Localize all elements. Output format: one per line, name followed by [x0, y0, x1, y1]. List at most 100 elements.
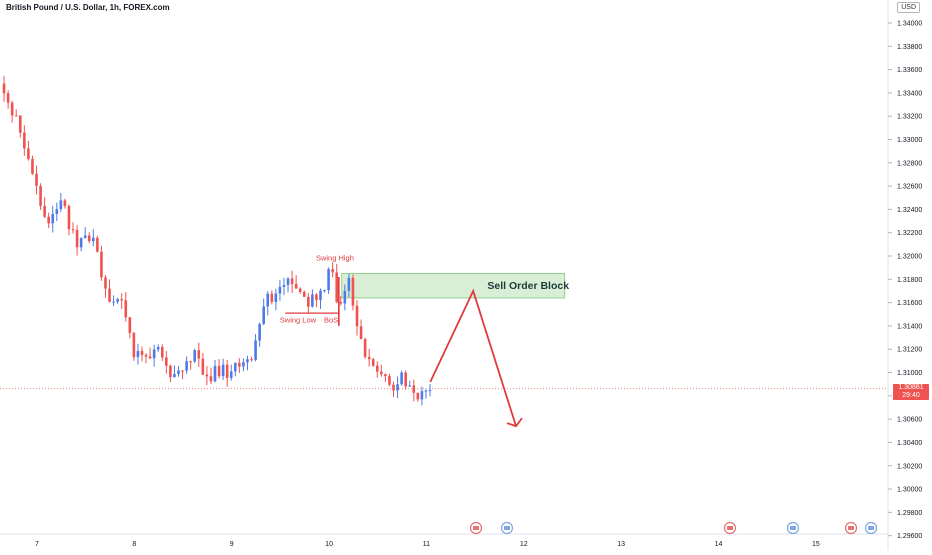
economic-events	[469, 521, 878, 535]
candle-body	[55, 209, 59, 214]
candle-body	[359, 326, 363, 340]
candle-body	[363, 339, 367, 357]
candle-body	[298, 288, 302, 292]
candle-body	[307, 296, 310, 307]
candle-body	[254, 340, 257, 360]
candle-body	[132, 332, 136, 358]
candle-body	[343, 290, 347, 304]
candle-body	[112, 301, 115, 303]
candle-body	[367, 356, 371, 360]
price-tick-label: 1.30400	[897, 440, 922, 447]
candle-body	[165, 357, 168, 366]
candle-body	[96, 237, 99, 252]
candle-body	[302, 291, 306, 297]
price-tick-label: 1.33400	[897, 90, 922, 97]
price-tick-label: 1.33200	[897, 114, 922, 121]
annotation-label: Swing High	[316, 254, 354, 263]
price-tick-label: 1.31800	[897, 277, 922, 284]
price-tick-label: 1.29800	[897, 510, 922, 517]
candle-body	[339, 301, 343, 304]
projection-arrow	[429, 288, 517, 427]
zone-layer	[341, 273, 566, 299]
candle-body	[262, 306, 265, 325]
price-tick-label: 1.30600	[897, 417, 922, 424]
candle-body	[27, 148, 30, 159]
candle-body	[209, 376, 213, 382]
candle-body	[140, 350, 144, 355]
zone-label: Sell Order Block	[487, 280, 569, 292]
time-tick-label: 7	[35, 541, 39, 548]
candle-body	[400, 372, 403, 385]
price-axis[interactable]: 1.34000 1.33800 1.33600 1.33400 1.33200 1.330…	[888, 20, 922, 540]
candle-body	[327, 269, 330, 291]
candle-body	[392, 384, 395, 391]
sell-order-block-zone	[341, 273, 566, 299]
currency-label[interactable]: USD	[897, 2, 920, 13]
candle-body	[144, 354, 148, 357]
candle-body	[213, 366, 217, 382]
candle-body	[294, 283, 298, 289]
candle-body	[116, 299, 119, 302]
candle-body	[35, 173, 38, 187]
candle-body	[128, 317, 132, 333]
candle-body	[31, 158, 34, 174]
candle-body	[424, 390, 428, 392]
price-tick-label: 1.32000	[897, 254, 922, 261]
candle-body	[278, 286, 282, 294]
candle-body	[201, 358, 205, 375]
candle-body	[221, 364, 225, 377]
candle-body	[412, 385, 416, 393]
candle-body	[63, 200, 67, 207]
time-tick-label: 14	[715, 541, 723, 548]
candle-body	[79, 238, 83, 248]
candle-body	[323, 290, 326, 292]
candle-body	[51, 213, 55, 224]
candle-body	[229, 371, 233, 378]
candle-body	[18, 115, 22, 133]
candle-body	[246, 359, 249, 363]
price-tick-label: 1.33600	[897, 67, 922, 74]
candle-body	[396, 384, 399, 391]
candle-body	[160, 347, 164, 358]
candle-body	[193, 350, 197, 362]
candle-body	[59, 200, 63, 210]
annotation-label: Swing Low	[280, 315, 317, 324]
candle-body	[14, 115, 18, 117]
time-tick-label: 9	[230, 541, 234, 548]
candle-body	[197, 350, 201, 359]
price-tick-label: 1.33800	[897, 44, 922, 51]
candle-body	[148, 356, 152, 359]
price-tick-label: 1.29600	[897, 533, 922, 540]
candle-body	[152, 349, 156, 359]
candle-body	[185, 361, 188, 371]
candle-body	[10, 102, 14, 116]
candle-series	[2, 75, 432, 406]
candle-body	[388, 376, 391, 385]
candle-body	[181, 370, 184, 372]
last-price-tag: 1.30861 29:40	[893, 383, 929, 400]
price-tick-label: 1.30000	[897, 487, 922, 494]
candle-body	[375, 365, 379, 372]
candle-body	[420, 391, 424, 400]
candle-body	[351, 277, 355, 306]
candle-body	[238, 362, 241, 367]
candle-body	[355, 305, 359, 327]
time-tick-label: 13	[617, 541, 625, 548]
candle-body	[43, 205, 46, 217]
time-axis[interactable]: 7 8 9 10 11 12 13 14 15	[35, 541, 820, 548]
candle-body	[23, 132, 26, 149]
candle-body	[120, 299, 124, 301]
bar-countdown: 29:40	[902, 391, 920, 399]
price-tick-label: 1.32200	[897, 230, 922, 237]
candle-body	[217, 366, 221, 377]
price-tick-label: 1.30200	[897, 463, 922, 470]
event-flag-fill	[790, 526, 796, 530]
candle-body	[108, 288, 111, 302]
candle-body	[319, 290, 322, 301]
candle-body	[205, 374, 209, 377]
candle-body	[286, 278, 290, 285]
candle-body	[169, 365, 172, 378]
price-tick-label: 1.32800	[897, 160, 922, 167]
